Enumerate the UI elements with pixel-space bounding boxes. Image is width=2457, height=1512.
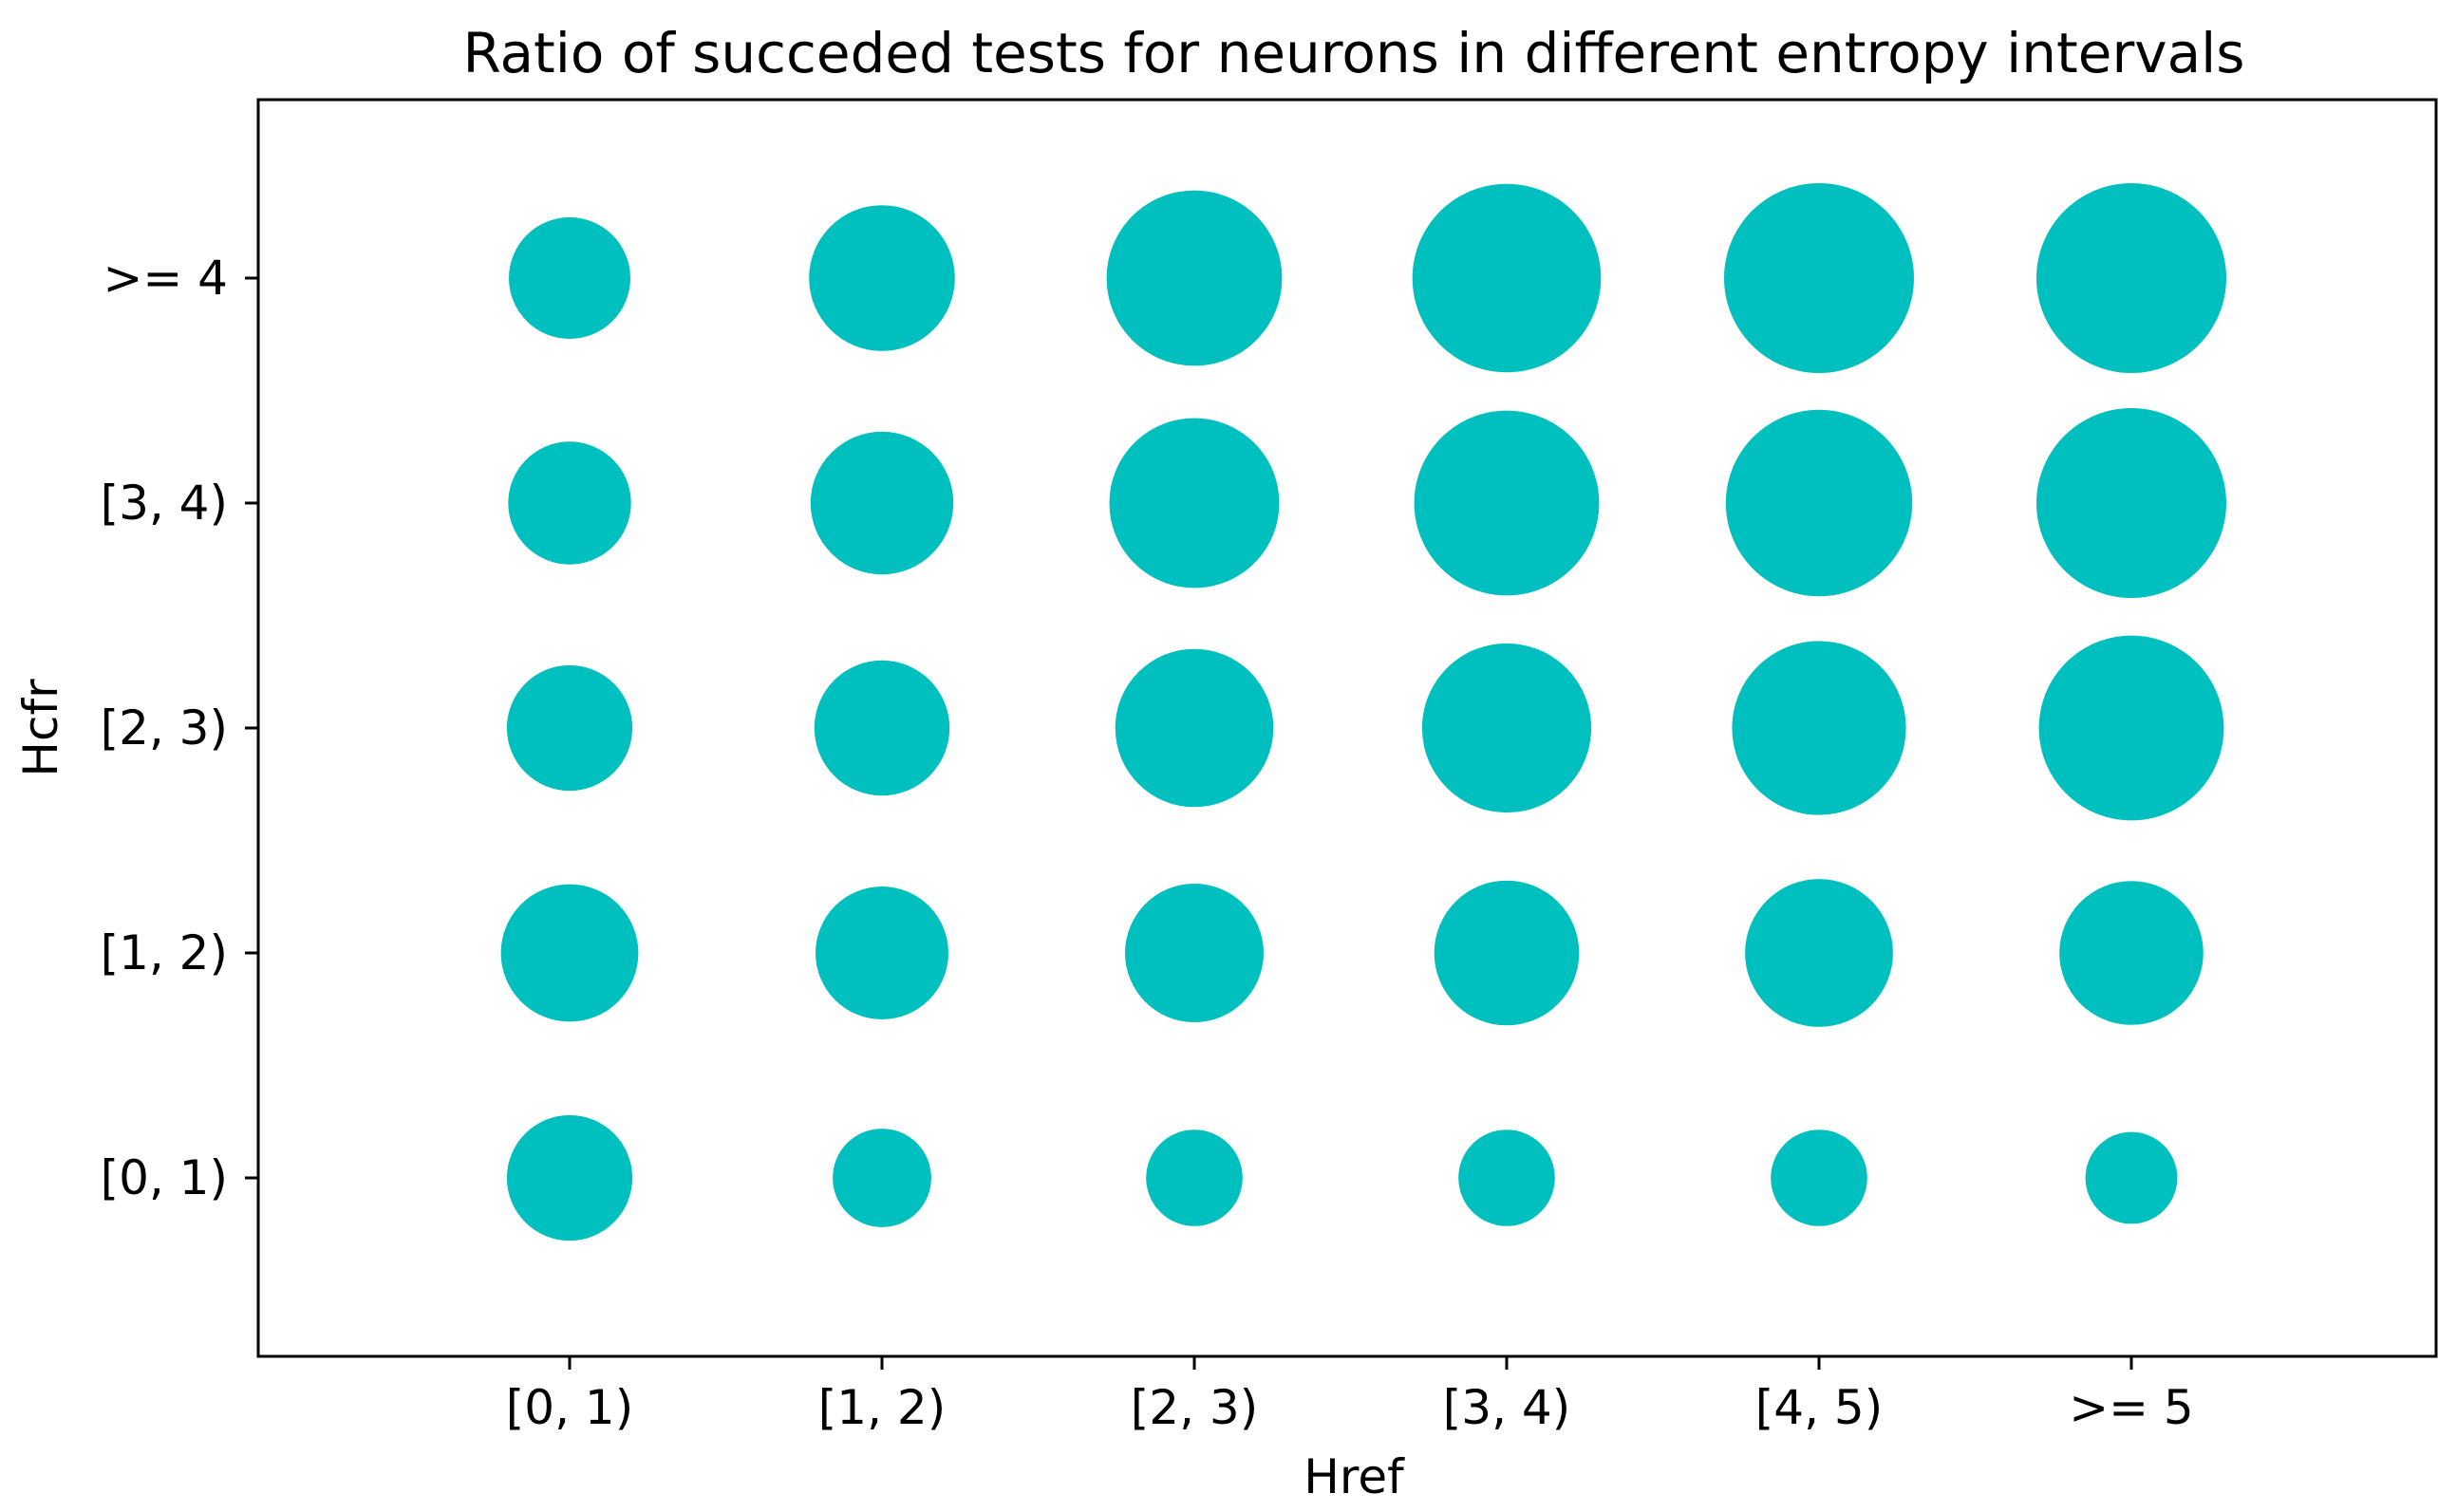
data-point <box>2059 881 2204 1025</box>
y-tick-label: [0, 1) <box>101 1150 228 1205</box>
data-point <box>1115 648 1274 808</box>
data-point <box>500 884 639 1022</box>
y-axis-ticks: [0, 1) [1, 2) [2, 3) [3, 4) >= 4 <box>101 251 258 1205</box>
x-tick-label: [1, 2) <box>818 1380 946 1435</box>
data-point <box>2036 408 2226 598</box>
x-axis-label: Href <box>1304 1449 1405 1504</box>
data-point <box>1745 879 1893 1027</box>
x-tick-label: [4, 5) <box>1755 1380 1883 1435</box>
data-point <box>1146 1129 1243 1226</box>
data-point <box>1414 410 1600 596</box>
y-tick-label: >= 4 <box>103 251 229 306</box>
data-point <box>833 1129 931 1227</box>
data-point <box>1458 1129 1555 1226</box>
data-point <box>2038 635 2224 821</box>
data-point <box>809 205 955 351</box>
data-point <box>816 887 948 1019</box>
y-tick-label: [2, 3) <box>101 700 228 756</box>
y-tick-label: [1, 2) <box>101 925 228 980</box>
y-axis-label: Hcfr <box>13 679 68 777</box>
data-point <box>508 441 631 565</box>
data-point <box>1434 880 1580 1026</box>
y-tick-label: [3, 4) <box>101 476 228 531</box>
data-point <box>1106 190 1283 366</box>
data-point <box>814 660 950 796</box>
chart-title: Ratio of succeded tests for neurons in d… <box>462 21 2244 85</box>
data-point <box>1771 1129 1867 1226</box>
data-point <box>509 217 630 339</box>
data-point <box>1421 643 1592 813</box>
x-axis-ticks: [0, 1) [1, 2) [2, 3) [3, 4) [4, 5) >= 5 <box>506 1356 2194 1435</box>
data-point <box>1732 641 1906 815</box>
x-tick-label: [3, 4) <box>1443 1380 1570 1435</box>
data-point <box>506 1114 633 1241</box>
x-tick-label: [2, 3) <box>1131 1380 1258 1435</box>
data-point <box>1109 418 1280 588</box>
x-tick-label: [0, 1) <box>506 1380 633 1435</box>
data-point <box>1125 884 1264 1022</box>
points-layer <box>500 183 2226 1241</box>
data-point <box>1725 409 1913 597</box>
data-point <box>2085 1131 2178 1224</box>
data-point <box>1724 183 1914 373</box>
data-point <box>506 664 633 792</box>
data-point <box>810 431 954 575</box>
data-point <box>1412 183 1602 373</box>
x-tick-label: >= 5 <box>2069 1380 2194 1435</box>
data-point <box>2036 183 2226 373</box>
